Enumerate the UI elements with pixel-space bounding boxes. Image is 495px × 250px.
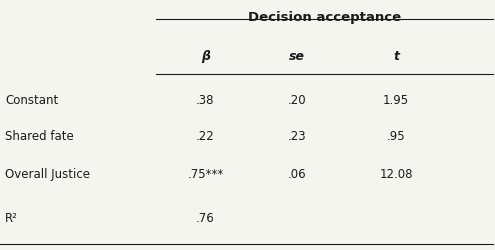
Text: .22: .22: [196, 130, 215, 143]
Text: Constant: Constant: [5, 94, 58, 106]
Text: t: t: [393, 50, 399, 63]
Text: 12.08: 12.08: [379, 167, 413, 180]
Text: .20: .20: [288, 94, 306, 106]
Text: Overall Justice: Overall Justice: [5, 167, 90, 180]
Text: 1.95: 1.95: [383, 94, 409, 106]
Text: Shared fate: Shared fate: [5, 130, 74, 143]
Text: .75***: .75***: [187, 167, 224, 180]
Text: R²: R²: [5, 211, 18, 224]
Text: .23: .23: [288, 130, 306, 143]
Text: .95: .95: [387, 130, 405, 143]
Text: .06: .06: [288, 167, 306, 180]
Text: .38: .38: [196, 94, 215, 106]
Text: .76: .76: [196, 211, 215, 224]
Text: β: β: [201, 50, 210, 63]
Text: Decision acceptance: Decision acceptance: [248, 11, 401, 24]
Text: se: se: [289, 50, 305, 63]
